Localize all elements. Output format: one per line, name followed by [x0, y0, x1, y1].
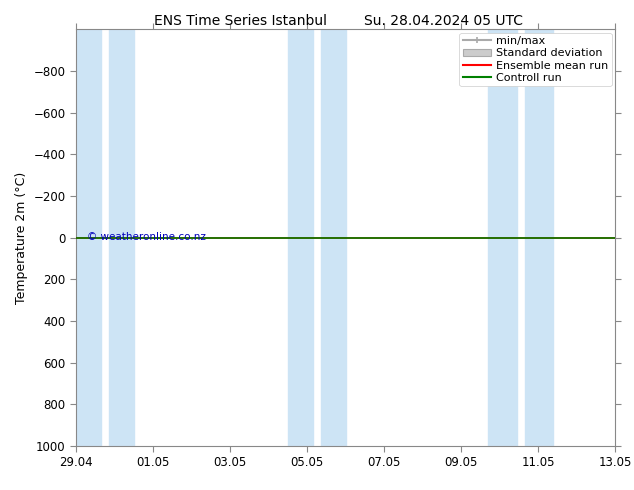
- Legend: min/max, Standard deviation, Ensemble mean run, Controll run: min/max, Standard deviation, Ensemble me…: [460, 33, 612, 86]
- Text: ENS Time Series Istanbul: ENS Time Series Istanbul: [155, 14, 327, 28]
- Text: Su. 28.04.2024 05 UTC: Su. 28.04.2024 05 UTC: [365, 14, 523, 28]
- Bar: [109, 29, 134, 446]
- Bar: [524, 29, 553, 446]
- Bar: [76, 29, 101, 446]
- Bar: [321, 29, 346, 446]
- Bar: [488, 29, 517, 446]
- Bar: [288, 29, 313, 446]
- Y-axis label: Temperature 2m (°C): Temperature 2m (°C): [15, 172, 28, 304]
- Text: © weatheronline.co.nz: © weatheronline.co.nz: [87, 232, 205, 242]
